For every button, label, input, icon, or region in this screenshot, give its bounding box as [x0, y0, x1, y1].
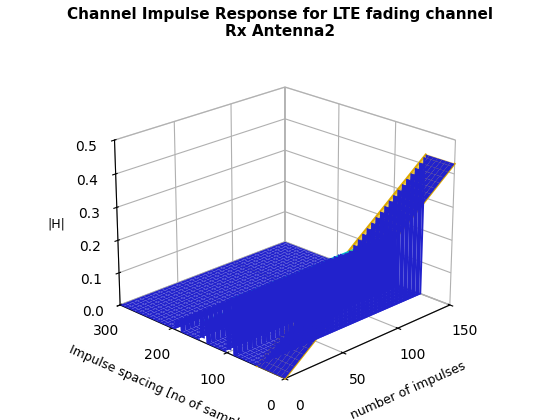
- Title: Channel Impulse Response for LTE fading channel
Rx Antenna2: Channel Impulse Response for LTE fading …: [67, 7, 493, 39]
- X-axis label: number of impulses: number of impulses: [348, 360, 467, 420]
- Y-axis label: Impulse spacing [no of samples]: Impulse spacing [no of samples]: [67, 344, 258, 420]
